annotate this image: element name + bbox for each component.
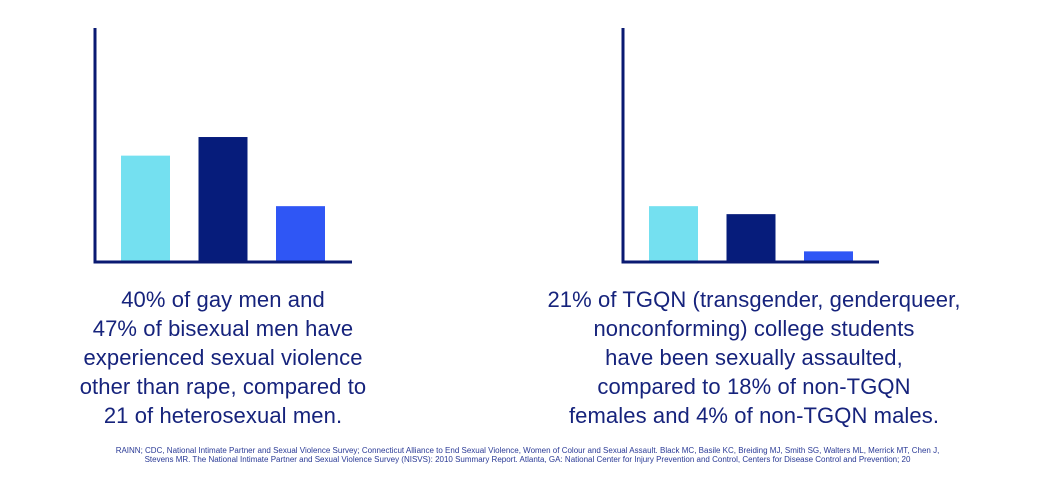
bar-1 [121,155,170,262]
caption-line: 21% of TGQN (transgender, genderqueer, [547,287,961,312]
source-line: RAINN; CDC, National Intimate Partner an… [115,446,940,455]
caption-line: experienced sexual violence [83,345,363,370]
caption-line: have been sexually assaulted, [605,345,903,370]
caption-line: other than rape, compared to [79,374,367,399]
right-chart-caption: 21% of TGQN (transgender, genderqueer, n… [476,285,1032,430]
bar-2 [198,137,248,262]
bar-1 [649,206,698,262]
caption-line: females and 4% of non-TGQN males. [568,403,940,428]
bar-2 [726,214,776,262]
caption-line: compared to 18% of non-TGQN [597,374,911,399]
source-line: Stevens MR. The National Intimate Partne… [144,455,911,464]
caption-line: nonconforming) college students [593,316,915,341]
bar-chart-1 [93,28,352,264]
caption-line: 47% of bisexual men have [92,316,354,341]
caption-line: 40% of gay men and [121,287,325,312]
bar-3 [804,251,853,262]
caption-line: 21 of heterosexual men. [103,403,343,428]
bar-chart-2 [621,28,879,264]
bar-3 [276,206,325,262]
source-citation: RAINN; CDC, National Intimate Partner an… [40,446,1015,464]
left-chart-caption: 40% of gay men and 47% of bisexual men h… [28,285,418,430]
